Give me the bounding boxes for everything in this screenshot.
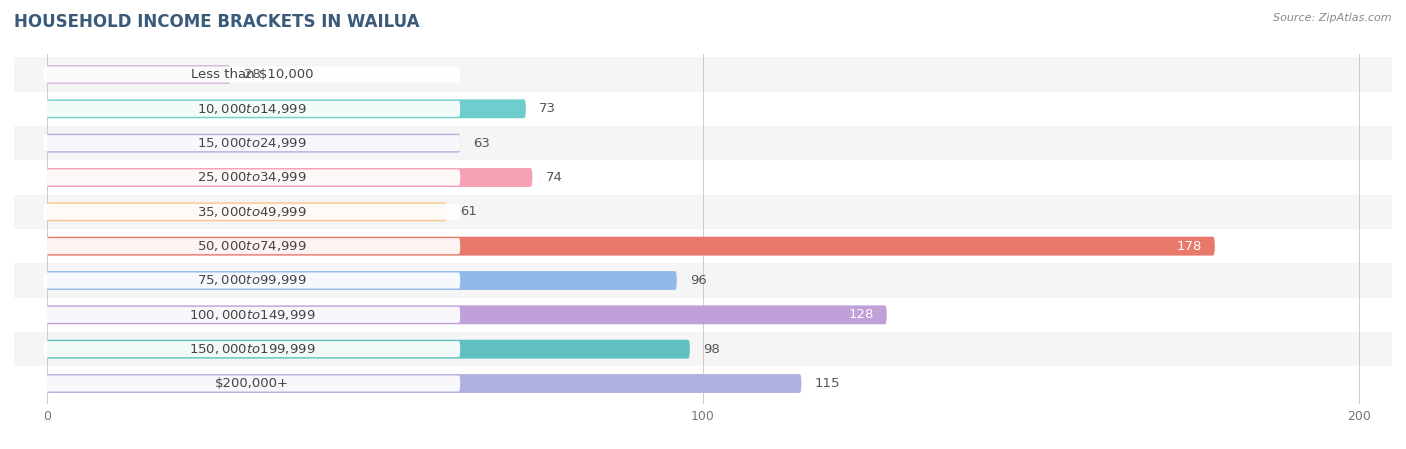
FancyBboxPatch shape (46, 65, 231, 84)
FancyBboxPatch shape (14, 92, 1406, 126)
FancyBboxPatch shape (46, 202, 447, 221)
FancyBboxPatch shape (44, 135, 460, 151)
Text: 73: 73 (538, 102, 555, 115)
FancyBboxPatch shape (14, 229, 1406, 263)
FancyBboxPatch shape (44, 169, 460, 185)
Text: $10,000 to $14,999: $10,000 to $14,999 (197, 102, 307, 116)
Text: 63: 63 (474, 136, 491, 150)
FancyBboxPatch shape (14, 126, 1406, 160)
Text: 28: 28 (243, 68, 260, 81)
FancyBboxPatch shape (46, 271, 676, 290)
Text: HOUSEHOLD INCOME BRACKETS IN WAILUA: HOUSEHOLD INCOME BRACKETS IN WAILUA (14, 13, 419, 31)
FancyBboxPatch shape (46, 340, 690, 359)
FancyBboxPatch shape (44, 101, 460, 117)
Text: 115: 115 (814, 377, 839, 390)
FancyBboxPatch shape (44, 204, 460, 220)
Text: $15,000 to $24,999: $15,000 to $24,999 (197, 136, 307, 150)
Text: $200,000+: $200,000+ (215, 377, 288, 390)
FancyBboxPatch shape (44, 375, 460, 392)
FancyBboxPatch shape (46, 168, 533, 187)
Text: $100,000 to $149,999: $100,000 to $149,999 (188, 308, 315, 322)
Text: $75,000 to $99,999: $75,000 to $99,999 (197, 273, 307, 287)
Text: 128: 128 (848, 308, 873, 321)
FancyBboxPatch shape (46, 99, 526, 118)
Text: Less than $10,000: Less than $10,000 (191, 68, 314, 81)
Text: 178: 178 (1177, 240, 1202, 253)
FancyBboxPatch shape (46, 134, 460, 153)
FancyBboxPatch shape (14, 263, 1406, 298)
Text: 96: 96 (690, 274, 707, 287)
Text: Source: ZipAtlas.com: Source: ZipAtlas.com (1274, 13, 1392, 23)
Text: 61: 61 (460, 205, 477, 218)
FancyBboxPatch shape (14, 57, 1406, 92)
FancyBboxPatch shape (46, 237, 1215, 255)
FancyBboxPatch shape (46, 305, 887, 324)
FancyBboxPatch shape (44, 238, 460, 254)
Text: $50,000 to $74,999: $50,000 to $74,999 (197, 239, 307, 253)
Text: $150,000 to $199,999: $150,000 to $199,999 (188, 342, 315, 356)
FancyBboxPatch shape (46, 374, 801, 393)
Text: 98: 98 (703, 343, 720, 356)
FancyBboxPatch shape (14, 366, 1406, 401)
FancyBboxPatch shape (14, 160, 1406, 195)
FancyBboxPatch shape (44, 273, 460, 289)
Text: $25,000 to $34,999: $25,000 to $34,999 (197, 171, 307, 185)
FancyBboxPatch shape (14, 332, 1406, 366)
FancyBboxPatch shape (44, 341, 460, 357)
Text: 74: 74 (546, 171, 562, 184)
FancyBboxPatch shape (44, 66, 460, 83)
FancyBboxPatch shape (44, 307, 460, 323)
FancyBboxPatch shape (14, 195, 1406, 229)
FancyBboxPatch shape (14, 298, 1406, 332)
Text: $35,000 to $49,999: $35,000 to $49,999 (197, 205, 307, 219)
